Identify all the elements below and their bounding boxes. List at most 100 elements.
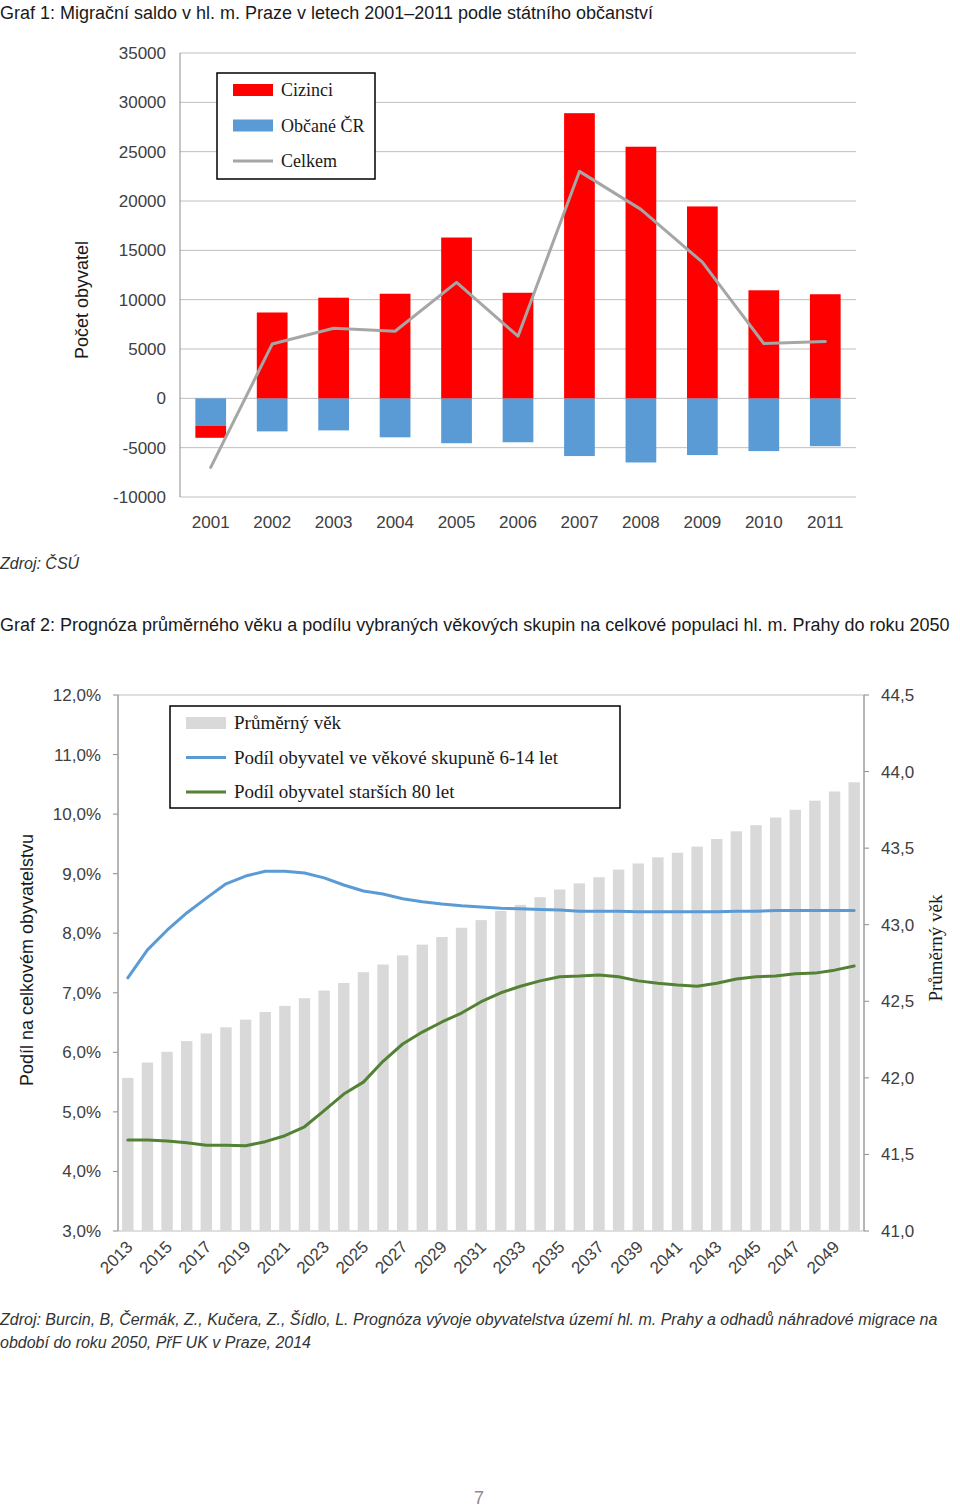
bar [260,1012,271,1231]
line-series [211,171,826,467]
x-tick-label: 2005 [438,513,476,532]
x-tick-label: 2003 [315,513,353,532]
bar [299,998,310,1231]
grid-line [180,497,856,498]
bar [279,1006,290,1231]
bar [142,1063,153,1231]
bar [652,857,663,1231]
bar [848,782,859,1231]
x-tick-label: 2041 [646,1237,686,1277]
y-tick-label: 20000 [119,192,166,211]
legend-swatch [233,120,273,132]
bar [829,791,840,1231]
bar [195,398,226,426]
x-tick-label: 2033 [489,1237,529,1277]
legend-box [170,706,620,808]
bar [122,1078,133,1231]
x-tick-label: 2031 [450,1237,490,1277]
tick-mark [113,695,118,696]
x-tick-label: 2008 [622,513,660,532]
y-tick-label: 7,0% [62,984,101,1003]
y-tick-label: 10,0% [53,805,101,824]
y-tick-label: 15000 [119,241,166,260]
bar [257,312,288,398]
bar [564,398,595,456]
bar [770,818,781,1231]
bar [338,983,349,1231]
y2-tick-label: 42,5 [881,992,914,1011]
bar [672,853,683,1231]
tick-mark [113,1111,118,1112]
bar [495,911,506,1231]
y-tick-label: 25000 [119,143,166,162]
y-tick-label: 5000 [128,340,166,359]
x-tick-label: 2027 [371,1237,411,1277]
bar [318,398,349,430]
x-tick-label: 2021 [254,1237,294,1277]
legend-label: Podíl obyvatel starších 80 let [234,781,455,802]
x-tick-label: 2015 [136,1237,176,1277]
x-tick-label: 2013 [96,1237,136,1277]
legend-label: Celkem [281,151,337,171]
bar [593,877,604,1231]
bar [731,831,742,1231]
y-tick-label: 8,0% [62,924,101,943]
y-tick-label: -5000 [123,439,166,458]
x-tick-label: 2037 [568,1237,608,1277]
y2-tick-label: 43,5 [881,839,914,858]
marks [195,113,840,467]
bar [441,238,472,399]
y-tick-label: 30000 [119,93,166,112]
bar [380,398,411,437]
tick-mark [864,771,869,772]
legend-label: Podíl obyvatel ve věkové skupuně 6-14 le… [234,747,559,768]
y-tick-label: 11,0% [54,746,101,765]
y-axis-title: Podíl na celkovém obyvatelstvu [17,834,37,1086]
bar [318,298,349,399]
bar [687,206,718,398]
bar [358,972,369,1231]
bar [503,398,534,442]
legend-swatch [233,160,273,163]
tick-mark [113,1052,118,1053]
x-tick-label: 2045 [725,1237,765,1277]
grid-line [180,201,856,202]
grid-line [180,53,856,54]
x-tick-label: 2023 [293,1237,333,1277]
legend-swatch [233,84,273,96]
bar [377,965,388,1231]
y-axis-line [118,695,119,1231]
bar [436,937,447,1231]
tick-mark [864,1001,869,1002]
y-tick-label: 6,0% [62,1043,101,1062]
bar [613,870,624,1231]
legend-swatch [186,791,226,794]
bar [691,847,702,1231]
y-tick-label: 35000 [119,44,166,63]
x-tick-label: 2004 [376,513,414,532]
tick-mark [113,933,118,934]
legend-label: Cizinci [281,80,333,100]
x-tick-label: 2007 [561,513,599,532]
marks [122,782,860,1231]
legend: Průměrný věkPodíl obyvatel ve věkové sku… [170,706,620,808]
tick-mark [864,1154,869,1155]
x-tick-label: 2043 [685,1237,725,1277]
y-tick-label: 0 [157,389,166,408]
chart-1: -10000-500005000100001500020000250003000… [72,44,856,532]
tick-mark [864,848,869,849]
bar [534,897,545,1231]
legend-swatch [186,756,226,759]
y-tick-label: 5,0% [62,1103,101,1122]
grid-line [180,250,856,251]
bar [574,883,585,1231]
source-note: Zdroj: Burcin, B, Čermák, Z., Kučera, Z.… [0,1308,958,1354]
x-tick-label: 2010 [745,513,783,532]
y-axis-title: Počet obyvatel [72,241,92,359]
x-tick-label: 2006 [499,513,537,532]
bar [633,863,644,1231]
y2-axis-title: Průměrný věk [925,894,946,1002]
x-tick-label: 2009 [683,513,721,532]
bar [201,1033,212,1231]
bar [564,113,595,398]
